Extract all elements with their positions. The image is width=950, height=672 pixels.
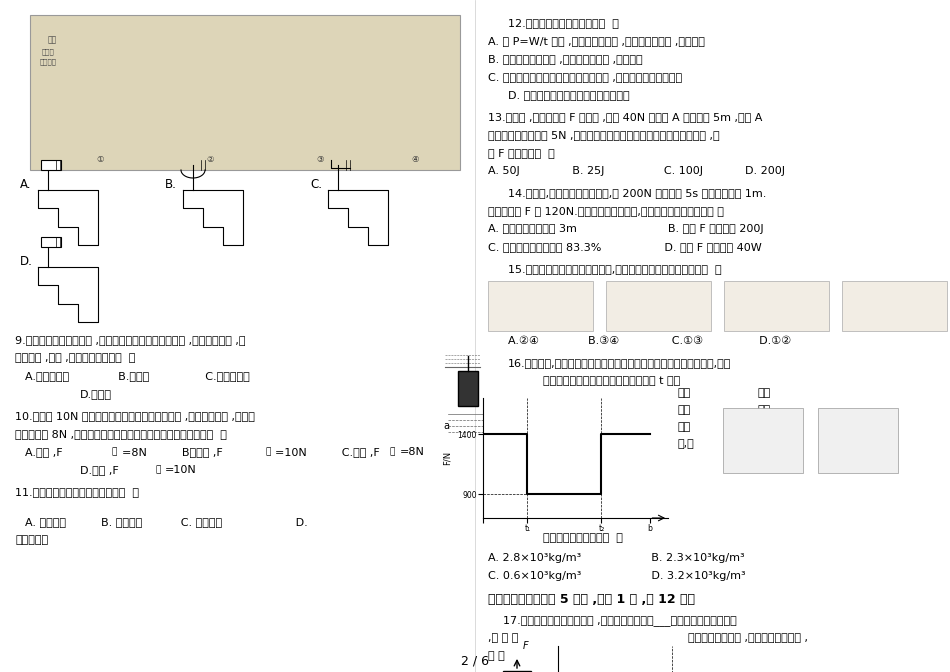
Text: 17.汽车刹车后不会立即停下 ,这是因为汽车具有___；夏天为防止蚊虫叮咬: 17.汽车刹车后不会立即停下 ,这是因为汽车具有___；夏天为防止蚊虫叮咬 — [503, 615, 737, 626]
Bar — [818, 408, 898, 473]
Text: D.沉底 ,F: D.沉底 ,F — [80, 465, 119, 475]
Bar — [30, 15, 460, 170]
Bar — [503, 671, 531, 672]
Bar — [723, 408, 803, 473]
Bar — [41, 160, 61, 170]
Text: A.: A. — [20, 178, 31, 191]
Text: B.: B. — [165, 178, 177, 191]
Bar — [458, 371, 478, 406]
Bar — [488, 281, 593, 331]
Text: 拉绳子的力 F 为 120N.如果不计绳重及摩擦,那么提升重物的过程中（ ）: 拉绳子的力 F 为 120N.如果不计绳重及摩擦,那么提升重物的过程中（ ） — [488, 206, 724, 216]
Text: A. 从 P=W/t 可知 ,功率跟功成正比 ,所以只要做功多 ,功率就大: A. 从 P=W/t 可知 ,功率跟功成正比 ,所以只要做功多 ,功率就大 — [488, 36, 705, 46]
Bar — [41, 237, 61, 247]
Text: 象。: 象。 — [758, 388, 771, 398]
Text: 二氧化碳: 二氧化碳 — [40, 58, 57, 65]
Text: C.: C. — [310, 178, 322, 191]
Text: 说 明: 说 明 — [488, 651, 504, 661]
Text: 么可: 么可 — [758, 439, 771, 449]
Text: 2 / 6: 2 / 6 — [461, 655, 489, 668]
Text: C. 甲每小时做的功比乙每小时做的功多 ,甲的功率比乙的功率大: C. 甲每小时做的功比乙每小时做的功多 ,甲的功率比乙的功率大 — [488, 72, 682, 82]
Text: ,大 家 都: ,大 家 都 — [488, 633, 519, 643]
Text: 浮: 浮 — [155, 465, 161, 474]
Text: A.②④              B.③④               C.①③                D.①②: A.②④ B.③④ C.①③ D.①② — [508, 336, 791, 346]
Bar — [724, 281, 829, 331]
Text: 浮: 浮 — [265, 447, 271, 456]
Text: 二、填空题〔此题共 5 小题 ,每空 1 分 ,共 12 分〕: 二、填空题〔此题共 5 小题 ,每空 1 分 ,共 12 分〕 — [488, 593, 695, 606]
Text: 11.以下杠杆中属于费力杠杆的是（  ）: 11.以下杠杆中属于费力杠杆的是（ ） — [15, 487, 139, 497]
Text: ②: ② — [206, 155, 214, 164]
Text: a: a — [443, 421, 449, 431]
Text: D. 功率大的机器比功率小的机器做功多: D. 功率大的机器比功率小的机器做功多 — [508, 90, 630, 100]
Text: A.漂浮 ,F: A.漂浮 ,F — [25, 447, 63, 457]
Text: 沉在水底 ,如图 ,由此可知甲比乙〔  〕: 沉在水底 ,如图 ,由此可知甲比乙〔 〕 — [15, 353, 135, 363]
Text: =8N          B．悬浮 ,F: =8N B．悬浮 ,F — [122, 447, 222, 457]
Text: C. 滑轮组的机械效率是 83.3%                  D. 拉力 F 的功率是 40W: C. 滑轮组的机械效率是 83.3% D. 拉力 F 的功率是 40W — [488, 242, 762, 252]
Text: 12.下面说法中正确的选项是〔  〕: 12.下面说法中正确的选项是〔 〕 — [508, 18, 618, 28]
Text: 力,那: 力,那 — [678, 439, 694, 449]
Text: 空气: 空气 — [48, 35, 57, 44]
Text: A. 2.8×10³kg/m³                    B. 2.3×10³kg/m³: A. 2.8×10³kg/m³ B. 2.3×10³kg/m³ — [488, 553, 745, 563]
Text: 全部沉入水中。图乙是钢绳拉力随时间 t 变化: 全部沉入水中。图乙是钢绳拉力随时间 t 变化 — [543, 376, 680, 386]
Text: =10N          C.沉底 ,F: =10N C.沉底 ,F — [275, 447, 380, 457]
Text: 9.在帮妈妈做家务的时候 ,小明发现两根相同体积的筷子 ,甲浮在水面上 ,乙: 9.在帮妈妈做家务的时候 ,小明发现两根相同体积的筷子 ,甲浮在水面上 ,乙 — [15, 335, 245, 345]
Text: A. 50J               B. 25J                 C. 100J            D. 200J: A. 50J B. 25J C. 100J D. 200J — [488, 166, 785, 176]
Text: 的图: 的图 — [678, 388, 692, 398]
Text: 浮: 浮 — [390, 447, 395, 456]
Text: D.: D. — [20, 255, 33, 268]
Text: 出的水重为 8N ,那么此时物体所处的状态及受到的浮力大小为〔  〕: 出的水重为 8N ,那么此时物体所处的状态及受到的浮力大小为〔 〕 — [15, 429, 227, 439]
Text: F: F — [523, 641, 528, 651]
Text: 16.在图甲中,石料在钢绳拉力的作用下从水面上方以恒定的速度下降,直至: 16.在图甲中,石料在钢绳拉力的作用下从水面上方以恒定的速度下降,直至 — [508, 358, 732, 368]
Text: A. 绳子自由端被拉下 3m                          B. 拉力 F 做的功为 200J: A. 绳子自由端被拉下 3m B. 拉力 F 做的功为 200J — [488, 224, 764, 234]
Bar — [842, 281, 947, 331]
Text: 13.如下图 ,在水平拉力 F 作用下 ,使重 40N 的物体 A 匀速移动 5m ,物体 A: 13.如下图 ,在水平拉力 F 作用下 ,使重 40N 的物体 A 匀速移动 5… — [488, 112, 762, 122]
Text: 摩擦: 摩擦 — [758, 422, 771, 432]
Text: D.密度大: D.密度大 — [80, 389, 112, 399]
Text: 会喷涂六神花露水 ,喷涂时能闻到香味 ,: 会喷涂六神花露水 ,喷涂时能闻到香味 , — [688, 633, 808, 643]
Text: 煤媒气: 煤媒气 — [42, 48, 55, 54]
Bar — [606, 281, 711, 331]
Text: C. 0.6×10³kg/m³                    D. 3.2×10³kg/m³: C. 0.6×10³kg/m³ D. 3.2×10³kg/m³ — [488, 571, 746, 581]
Text: 钳子剪导线: 钳子剪导线 — [15, 535, 48, 545]
Text: 算出该石料的密度为（  ）: 算出该石料的密度为（ ） — [543, 533, 623, 543]
Text: B. 功率跟时间成反比 ,所以只要时间短 ,功率就大: B. 功率跟时间成反比 ,所以只要时间短 ,功率就大 — [488, 54, 642, 64]
Text: A. 剪刀剪纸          B. 起子开瓶           C. 镊子夹物                     D.: A. 剪刀剪纸 B. 起子开瓶 C. 镊子夹物 D. — [25, 517, 308, 527]
Text: 水的: 水的 — [678, 422, 692, 432]
Text: A.所受浮力小              B.质量大                C.所受压强大: A.所受浮力小 B.质量大 C.所受压强大 — [25, 371, 250, 381]
Text: 受到地面的摩察力为 5N ,不计滑轮、绳子的重力及滑轮与绳子间的摩擦 ,拉: 受到地面的摩察力为 5N ,不计滑轮、绳子的重力及滑轮与绳子间的摩擦 ,拉 — [488, 130, 720, 140]
Text: ④: ④ — [411, 155, 419, 164]
Text: 10.把重为 10N 的物体缓慢放入装满水的溢水杯中 ,当物体静止后 ,测得溢: 10.把重为 10N 的物体缓慢放入装满水的溢水杯中 ,当物体静止后 ,测得溢 — [15, 411, 255, 421]
Text: 浮: 浮 — [112, 447, 118, 456]
Text: 不计: 不计 — [758, 405, 771, 415]
Text: =8N: =8N — [400, 447, 425, 457]
Text: 假设: 假设 — [678, 405, 692, 415]
Text: ①: ① — [96, 155, 104, 164]
Text: =10N: =10N — [165, 465, 197, 475]
Text: ③: ③ — [316, 155, 324, 164]
Text: 力 F 做的功为〔  〕: 力 F 做的功为〔 〕 — [488, 148, 555, 158]
Text: 15.以下图所示的各种实验现象中,能够说明分子间存在引力的是〔  〕: 15.以下图所示的各种实验现象中,能够说明分子间存在引力的是〔 〕 — [508, 264, 722, 274]
Text: 14.如下图,用滑轮组提升重物时,重 200N 的物体在 5s 内匀速上升了 1m.: 14.如下图,用滑轮组提升重物时,重 200N 的物体在 5s 内匀速上升了 1… — [508, 188, 767, 198]
